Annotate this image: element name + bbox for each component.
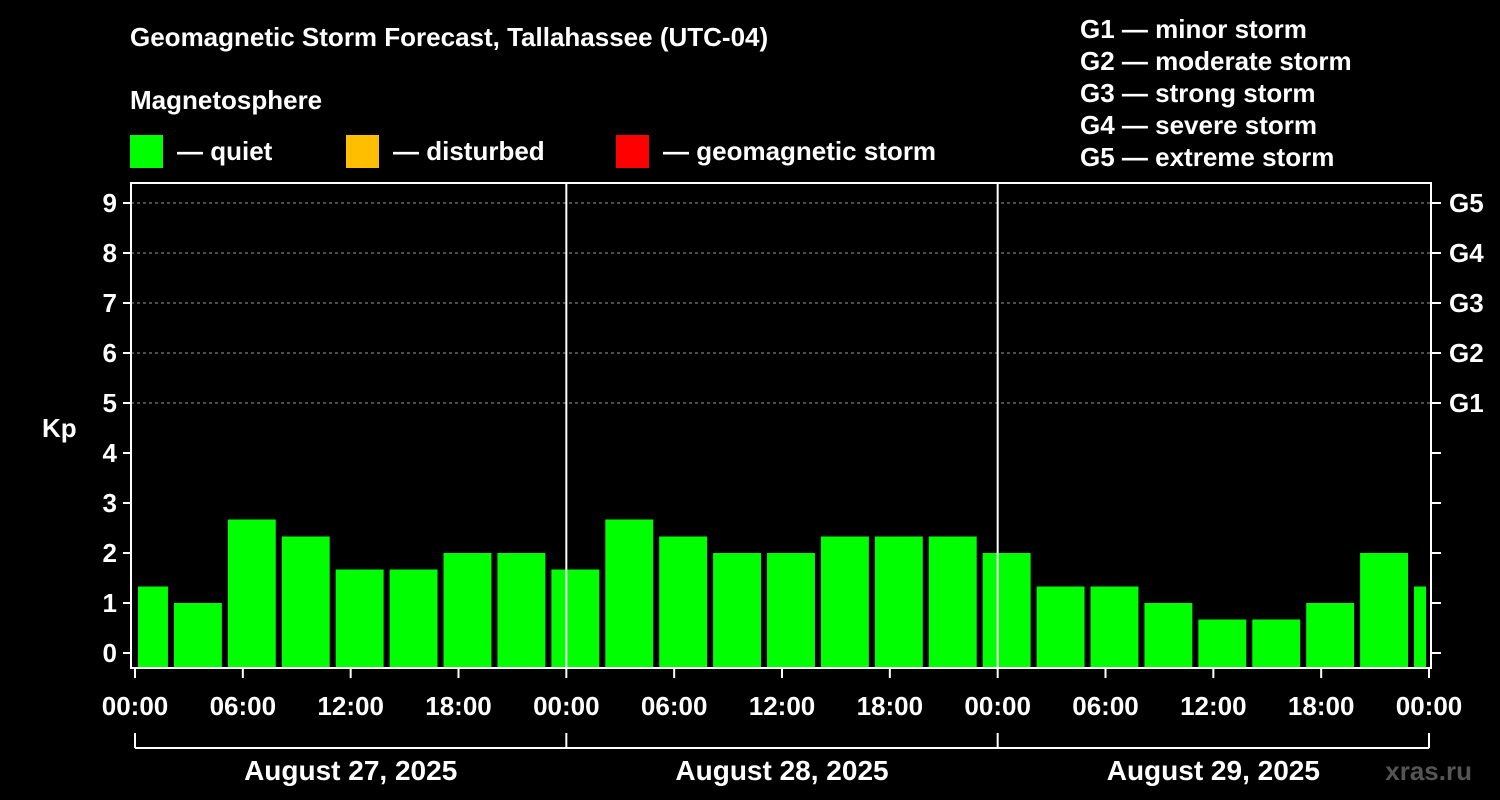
x-tick-label-10: 12:00	[1180, 691, 1247, 721]
y-tick-label-0: 0	[103, 638, 117, 668]
legend-item-disturbed: — disturbed	[346, 134, 545, 168]
kp-bar-0	[138, 586, 168, 668]
legend-heading: Magnetosphere	[130, 85, 323, 115]
kp-bar-13	[820, 536, 869, 668]
kp-bar-3	[281, 536, 330, 668]
right-label-g3: G3	[1449, 288, 1484, 318]
x-tick-label-5: 06:00	[641, 691, 708, 721]
y-tick-label-7: 7	[103, 288, 117, 318]
legend-swatch-disturbed	[346, 134, 379, 168]
kp-bar-7	[497, 553, 546, 668]
x-tick-label-8: 00:00	[964, 691, 1031, 721]
kp-bar-9	[605, 519, 654, 668]
kp-bar-12	[767, 553, 815, 668]
chart-title: Geomagnetic Storm Forecast, Tallahassee …	[130, 22, 769, 52]
legend-item-quiet: — quiet	[130, 134, 272, 168]
x-tick-label-0: 00:00	[102, 691, 169, 721]
kp-bar-14	[874, 536, 923, 668]
day-label-1: August 28, 2025	[675, 755, 888, 786]
legend-label-storm: — geomagnetic storm	[663, 135, 937, 166]
y-tick-label-4: 4	[103, 438, 118, 468]
x-tick-label-11: 18:00	[1288, 691, 1355, 721]
right-label-g1: G1	[1449, 388, 1484, 418]
kp-bar-6	[443, 553, 492, 668]
legend-label-disturbed: — disturbed	[393, 135, 545, 166]
legend-swatch-quiet	[130, 134, 163, 168]
x-tick-label-7: 18:00	[857, 691, 924, 721]
kp-bar-16	[982, 553, 1031, 668]
y-tick-label-6: 6	[103, 338, 117, 368]
storm-scale-g2: G2 — moderate storm	[1080, 46, 1352, 76]
kp-bar-18	[1090, 586, 1139, 668]
storm-scale-list: G1 — minor storm G2 — moderate storm G3 …	[1080, 13, 1352, 173]
kp-bar-5	[389, 569, 438, 668]
x-tick-label-3: 18:00	[425, 691, 492, 721]
day-label-0: August 27, 2025	[244, 755, 457, 786]
kp-bar-1	[173, 603, 222, 668]
kp-bar-11	[713, 553, 762, 668]
kp-bar-21	[1252, 619, 1301, 668]
kp-bar-24	[1414, 586, 1426, 668]
kp-bar-8	[551, 569, 600, 668]
kp-bar-23	[1360, 553, 1409, 668]
kp-bar-20	[1198, 619, 1247, 668]
right-label-g4: G4	[1449, 238, 1484, 268]
kp-bar-2	[227, 519, 276, 668]
x-tick-label-1: 06:00	[210, 691, 277, 721]
x-tick-label-9: 06:00	[1072, 691, 1139, 721]
x-tick-label-2: 12:00	[317, 691, 384, 721]
y-tick-label-1: 1	[103, 588, 117, 618]
y-tick-label-2: 2	[103, 538, 117, 568]
y-tick-label-8: 8	[103, 238, 117, 268]
legend-item-storm: — geomagnetic storm	[616, 134, 936, 168]
y-tick-label-9: 9	[103, 188, 117, 218]
legend-label-quiet: — quiet	[177, 135, 273, 166]
right-label-g5: G5	[1449, 188, 1484, 218]
x-tick-label-6: 12:00	[749, 691, 816, 721]
kp-bar-19	[1144, 603, 1193, 668]
kp-bar-4	[335, 569, 384, 668]
kp-bar-17	[1036, 586, 1085, 668]
right-label-g2: G2	[1449, 338, 1484, 368]
y-axis-label: Kp	[42, 413, 77, 443]
y-tick-label-5: 5	[103, 388, 117, 418]
storm-scale-g4: G4 — severe storm	[1080, 110, 1318, 140]
y-tick-label-3: 3	[103, 488, 117, 518]
x-tick-label-12: 00:00	[1396, 691, 1463, 721]
x-tick-label-4: 00:00	[533, 691, 600, 721]
kp-bar-15	[928, 536, 977, 668]
legend-swatch-storm	[616, 134, 649, 168]
kp-bar-10	[659, 536, 708, 668]
day-label-2: August 29, 2025	[1107, 755, 1320, 786]
storm-scale-g3: G3 — strong storm	[1080, 78, 1316, 108]
kp-bar-22	[1306, 603, 1355, 668]
storm-scale-g5: G5 — extreme storm	[1080, 142, 1335, 172]
storm-scale-g1: G1 — minor storm	[1080, 14, 1307, 44]
watermark: xras.ru	[1385, 756, 1472, 786]
